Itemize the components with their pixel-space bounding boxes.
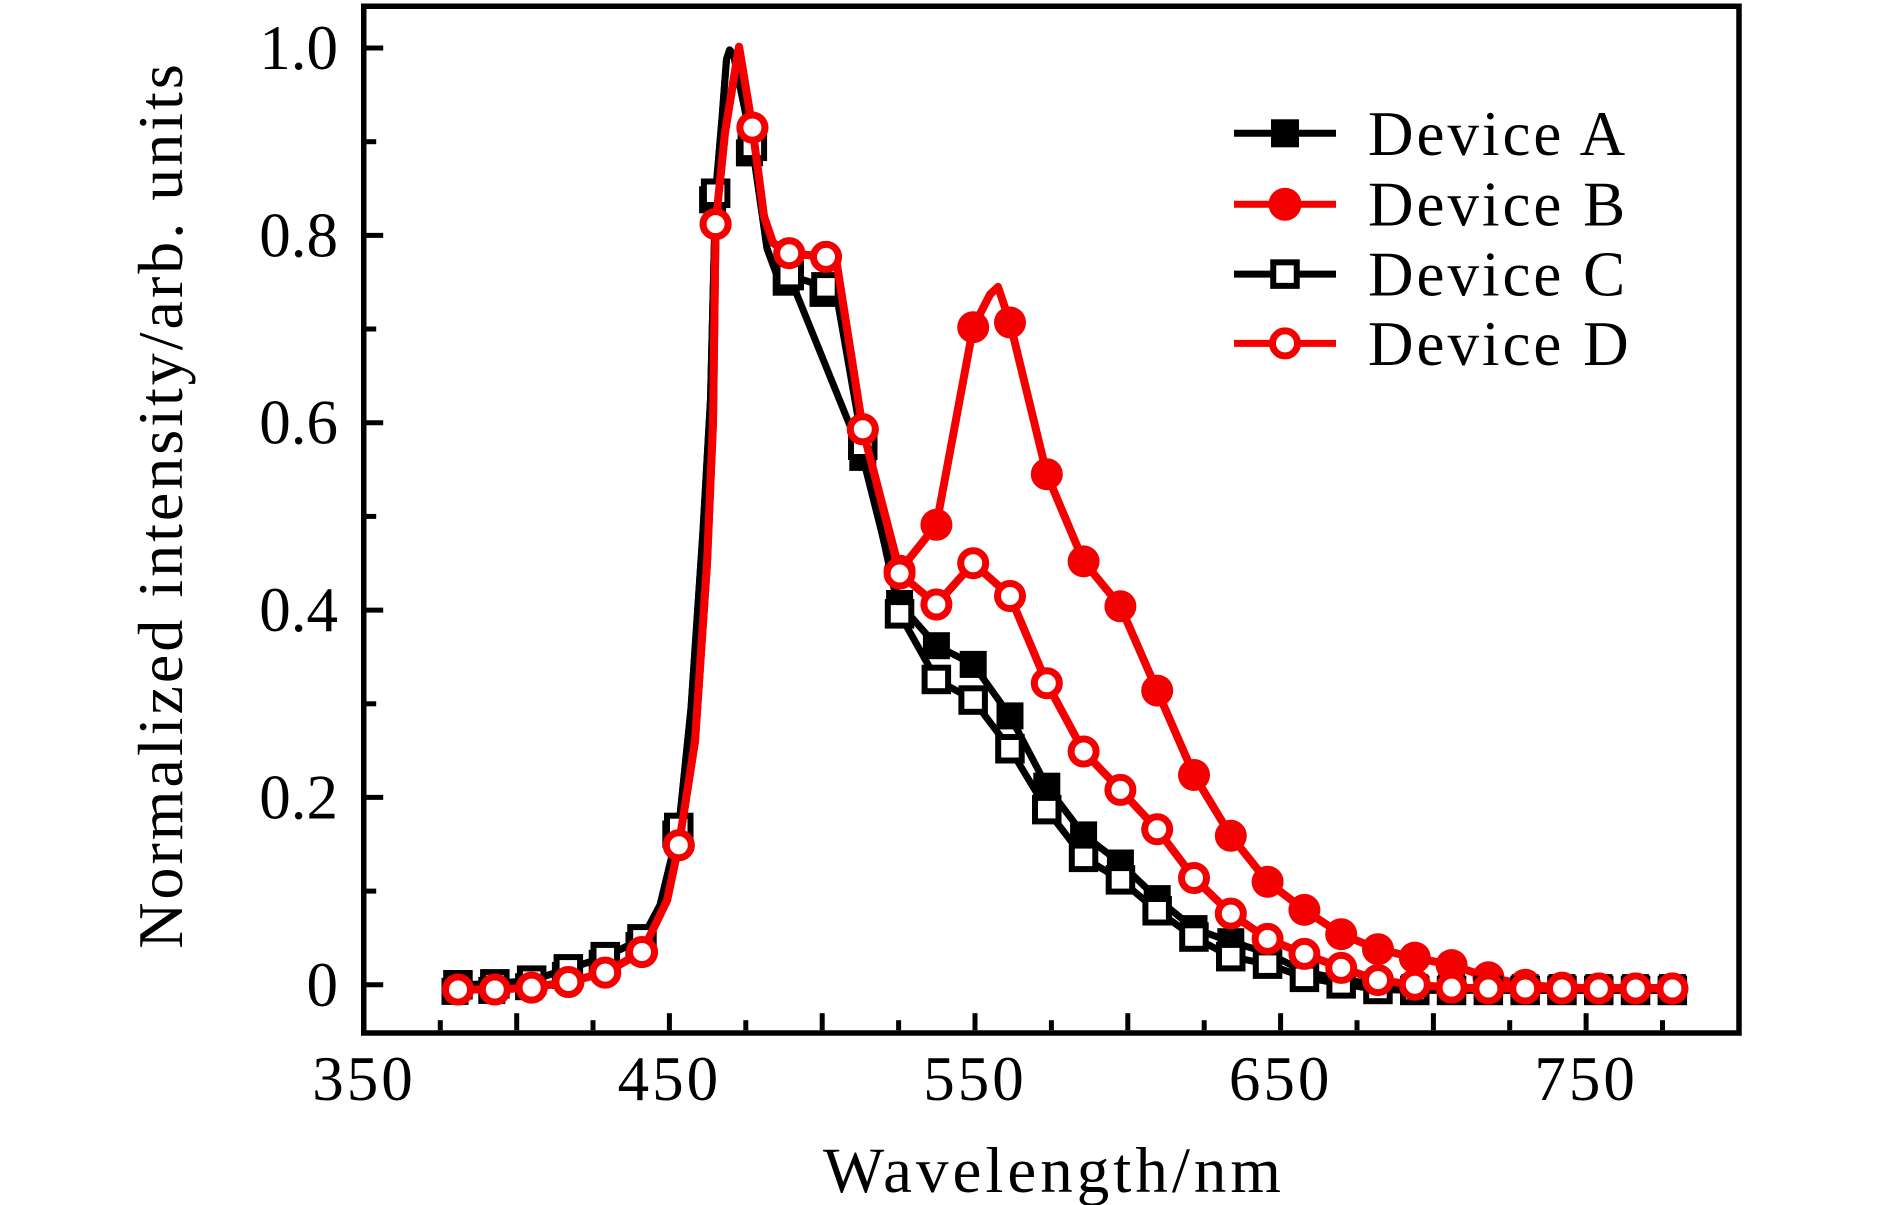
svg-text:Device A: Device A: [1368, 99, 1628, 169]
svg-text:Wavelength/nm: Wavelength/nm: [823, 1135, 1285, 1205]
svg-text:650: 650: [1229, 1044, 1333, 1114]
svg-text:450: 450: [618, 1044, 722, 1114]
svg-text:Device D: Device D: [1368, 309, 1632, 379]
svg-text:0: 0: [307, 950, 339, 1020]
svg-text:Device B: Device B: [1368, 170, 1628, 240]
svg-text:750: 750: [1534, 1044, 1638, 1114]
svg-text:Device C: Device C: [1368, 240, 1628, 310]
svg-text:0.4: 0.4: [259, 575, 338, 645]
svg-text:0.6: 0.6: [259, 388, 338, 458]
svg-text:0.2: 0.2: [259, 762, 338, 832]
svg-text:350: 350: [312, 1044, 416, 1114]
svg-text:1.0: 1.0: [259, 13, 338, 83]
svg-text:Normalized intensity/arb. unit: Normalized intensity/arb. units: [125, 61, 196, 949]
svg-text:0.8: 0.8: [259, 200, 338, 270]
svg-text:550: 550: [923, 1044, 1027, 1114]
